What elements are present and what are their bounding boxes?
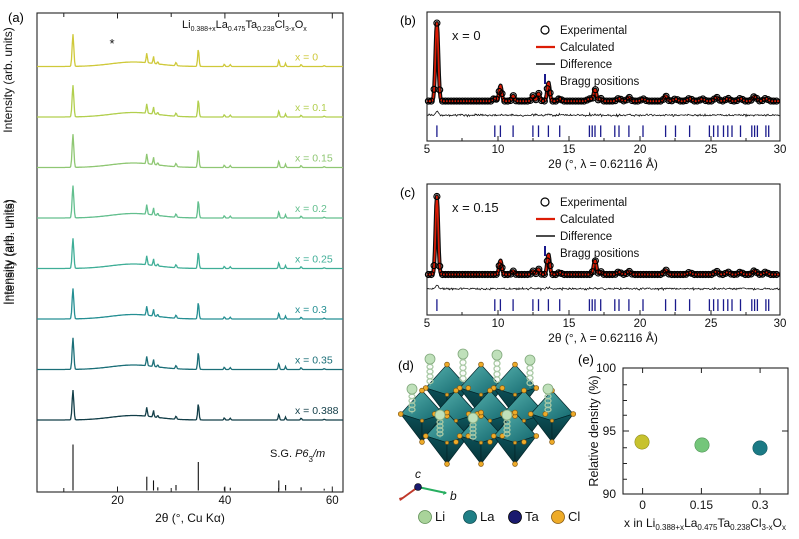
svg-text:x = 0: x = 0 [295, 52, 318, 64]
svg-text:20: 20 [111, 495, 124, 507]
svg-text:10: 10 [492, 318, 505, 330]
svg-text:Experimental: Experimental [560, 197, 627, 209]
svg-text:Relative density (%): Relative density (%) [587, 375, 601, 486]
svg-text:20: 20 [634, 144, 647, 156]
svg-text:90: 90 [603, 487, 617, 501]
svg-text:x = 0.15: x = 0.15 [295, 153, 333, 165]
svg-text:c: c [415, 467, 421, 481]
svg-text:x = 0: x = 0 [452, 28, 481, 43]
svg-text:0.15: 0.15 [690, 498, 714, 512]
svg-text:x = 0.25: x = 0.25 [295, 254, 333, 266]
svg-text:30: 30 [774, 318, 787, 330]
svg-text:(e): (e) [578, 352, 594, 367]
svg-text:20: 20 [634, 318, 647, 330]
svg-text:40: 40 [219, 495, 232, 507]
svg-text:Cl: Cl [568, 509, 580, 524]
svg-text:2θ (°, Cu Kα): 2θ (°, Cu Kα) [155, 511, 225, 525]
svg-text:100: 100 [596, 361, 616, 375]
svg-text:(c): (c) [400, 185, 415, 200]
svg-text:x = 0.388: x = 0.388 [295, 405, 339, 417]
svg-text:x = 0.35: x = 0.35 [295, 355, 333, 367]
svg-text:(a): (a) [8, 10, 24, 25]
svg-text:x = 0.2: x = 0.2 [295, 203, 327, 215]
svg-text:x = 0.1: x = 0.1 [295, 102, 327, 114]
svg-text:Bragg positions: Bragg positions [560, 248, 640, 260]
svg-text:10: 10 [492, 144, 505, 156]
svg-text:95: 95 [603, 424, 617, 438]
svg-text:60: 60 [326, 495, 339, 507]
svg-text:5: 5 [424, 318, 430, 330]
svg-text:Ta: Ta [525, 509, 540, 524]
svg-text:Li: Li [435, 509, 445, 524]
svg-text:Calculated: Calculated [560, 214, 614, 226]
svg-text:Intensity (arb. units): Intensity (arb. units) [1, 27, 15, 132]
svg-text:La: La [480, 509, 495, 524]
svg-text:Experimental: Experimental [560, 25, 627, 37]
svg-text:15: 15 [563, 144, 576, 156]
svg-text:Bragg positions: Bragg positions [560, 76, 640, 88]
svg-text:(d): (d) [398, 358, 414, 373]
svg-text:5: 5 [424, 144, 430, 156]
svg-text:2θ (°, λ = 0.62116 Å): 2θ (°, λ = 0.62116 Å) [548, 156, 658, 171]
svg-text:0: 0 [639, 498, 646, 512]
svg-text:*: * [109, 36, 114, 51]
svg-text:2θ (°, λ = 0.62116 Å): 2θ (°, λ = 0.62116 Å) [548, 330, 658, 345]
svg-text:(b): (b) [400, 13, 416, 28]
svg-text:x = 0.15: x = 0.15 [452, 200, 499, 215]
svg-text:Difference: Difference [560, 59, 612, 71]
svg-text:15: 15 [563, 318, 576, 330]
svg-text:b: b [450, 489, 457, 503]
svg-text:Calculated: Calculated [560, 42, 614, 54]
svg-text:Intensity (arb. units): Intensity (arb. units) [1, 199, 15, 304]
svg-text:25: 25 [705, 144, 718, 156]
svg-text:25: 25 [705, 318, 718, 330]
svg-text:x = 0.3: x = 0.3 [295, 304, 327, 316]
svg-text:30: 30 [774, 144, 787, 156]
svg-text:0.3: 0.3 [752, 498, 769, 512]
svg-text:Difference: Difference [560, 231, 612, 243]
